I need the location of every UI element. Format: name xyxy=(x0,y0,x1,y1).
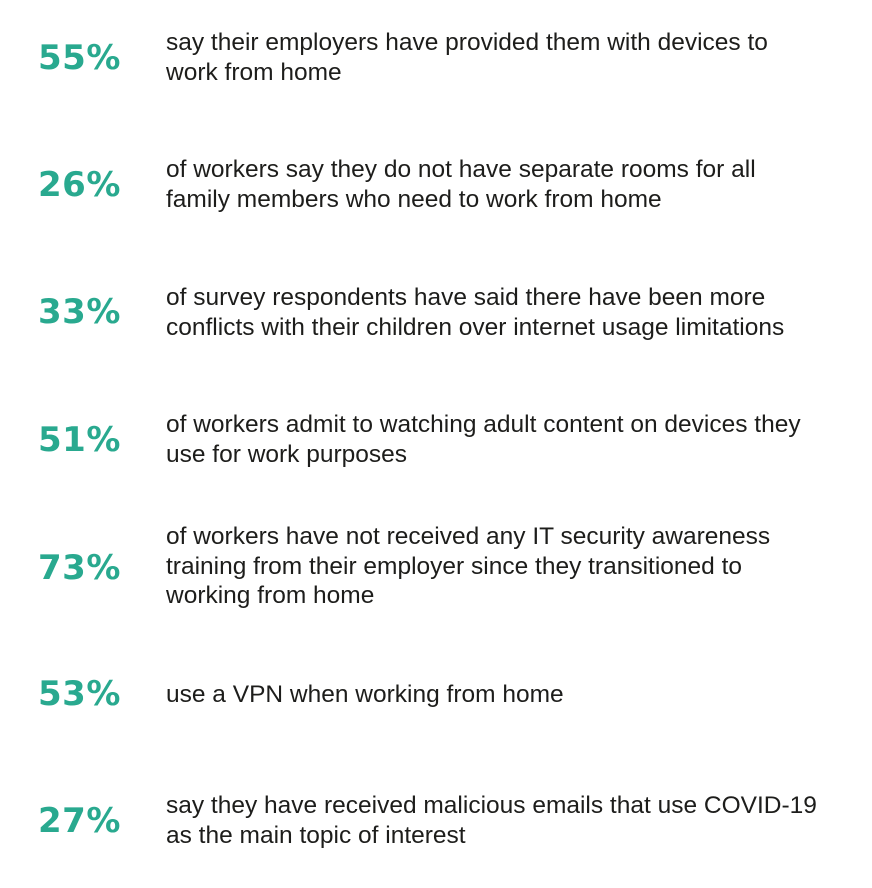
stat-percent: 33% xyxy=(38,292,121,332)
stat-description: say their employers have provided them w… xyxy=(166,29,768,86)
stat-percent: 26% xyxy=(38,165,121,205)
stat-description: of workers say they do not have separate… xyxy=(166,156,756,213)
stat-percent: 55% xyxy=(38,38,121,78)
stat-description: of workers admit to watching adult conte… xyxy=(166,411,801,468)
stat-description: use a VPN when working from home xyxy=(166,681,564,708)
stat-percent: 27% xyxy=(38,801,121,841)
stat-percent: 51% xyxy=(38,420,121,460)
stat-description: say they have received malicious emails … xyxy=(166,792,817,849)
stat-percent: 53% xyxy=(38,674,121,714)
stat-description: of workers have not received any IT secu… xyxy=(166,523,771,609)
stat-description: of survey respondents have said there ha… xyxy=(166,284,785,341)
stat-percent: 73% xyxy=(38,548,121,588)
